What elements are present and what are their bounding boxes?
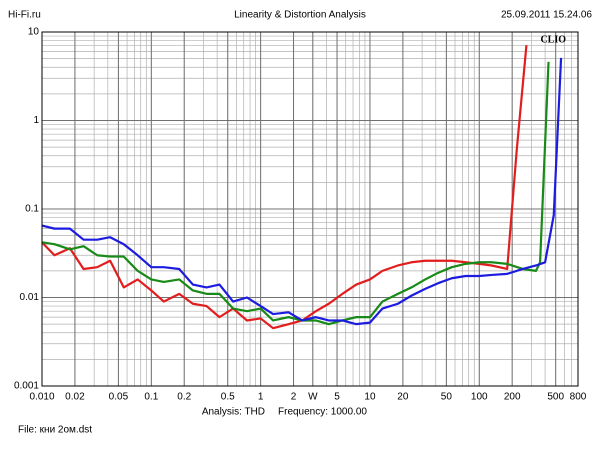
frequency-label: Frequency: 1000.00 xyxy=(278,407,367,418)
x-tick-label: 500 xyxy=(547,392,564,403)
chart-title: Linearity & Distortion Analysis xyxy=(234,10,366,21)
y-tick-label: 1 xyxy=(33,115,39,126)
x-tick-label: 100 xyxy=(471,392,488,403)
x-tick-label: 0.010 xyxy=(29,392,54,403)
plot-frame xyxy=(41,31,579,387)
series-line xyxy=(41,57,563,326)
x-tick-label: 0.1 xyxy=(144,392,158,403)
annotation: CLIO xyxy=(540,34,566,45)
source-label: Hi-Fi.ru xyxy=(8,10,41,21)
x-tick-label: 0.2 xyxy=(177,392,191,403)
lines xyxy=(41,45,563,330)
analysis-label: Analysis: THD xyxy=(202,407,265,418)
x-tick-label: W xyxy=(308,392,318,403)
y-tick-label: 0.1 xyxy=(25,204,39,215)
x-tick-label: 20 xyxy=(397,392,409,403)
x-tick-label: 0.02 xyxy=(65,392,85,403)
x-tick-label: 5 xyxy=(334,392,340,403)
grid xyxy=(41,31,579,387)
x-tick-label: 800 xyxy=(570,392,587,403)
x-tick-label: 0.5 xyxy=(221,392,235,403)
y-tick-label: 0.001 xyxy=(14,381,39,392)
y-tick-label: 10 xyxy=(28,27,40,38)
x-tick-label: 1 xyxy=(258,392,264,403)
x-tick-label: 200 xyxy=(504,392,521,403)
x-tick-label: 2 xyxy=(291,392,297,403)
file-label: File: кни 2ом.dst xyxy=(18,425,92,436)
x-tick-label: 50 xyxy=(441,392,453,403)
x-tick-label: 10 xyxy=(364,392,376,403)
timestamp: 25.09.2011 15.24.06 xyxy=(501,10,592,21)
series-line xyxy=(41,45,528,330)
y-tick-label: 0.01 xyxy=(20,292,40,303)
x-tick-label: 0.05 xyxy=(109,392,129,403)
